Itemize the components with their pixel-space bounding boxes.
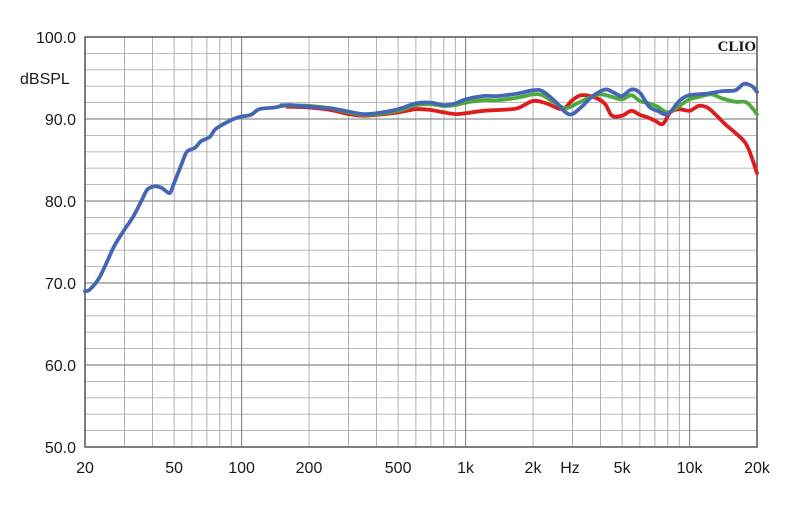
minor-gridlines (85, 37, 757, 447)
y-axis-label: dBSPL (20, 71, 70, 88)
y-tick-label: 70.0 (45, 276, 76, 293)
series-layer (83, 81, 759, 294)
y-tick-label: 80.0 (45, 194, 76, 211)
y-tick-labels: 100.0 90.0 80.0 70.0 60.0 50.0 (36, 30, 76, 457)
y-tick-label: 50.0 (45, 440, 76, 457)
x-tick-label: 100 (228, 460, 255, 477)
clio-brand-label: CLIO (718, 39, 756, 55)
y-tick-label: 90.0 (45, 112, 76, 129)
y-tick-label: 100.0 (36, 30, 76, 47)
x-tick-label: 20 (76, 460, 94, 477)
series-line-3 (83, 81, 759, 294)
x-tick-label: 1k (457, 460, 475, 477)
x-tick-label: 50 (165, 460, 183, 477)
x-tick-label: 5k (614, 460, 632, 477)
plot-frame (84, 36, 758, 448)
x-tick-label: 10k (677, 460, 704, 477)
y-tick-label: 60.0 (45, 358, 76, 375)
x-tick-label: 20k (744, 460, 771, 477)
x-tick-label: 200 (296, 460, 323, 477)
x-axis-label: Hz (560, 460, 580, 477)
x-tick-label: 500 (385, 460, 412, 477)
x-tick-label: 2k (525, 460, 543, 477)
x-tick-labels: 20 50 100 200 500 1k 2k 5k 10k 20k (76, 460, 771, 477)
series-line-1 (285, 93, 759, 175)
major-gridlines (85, 37, 757, 447)
